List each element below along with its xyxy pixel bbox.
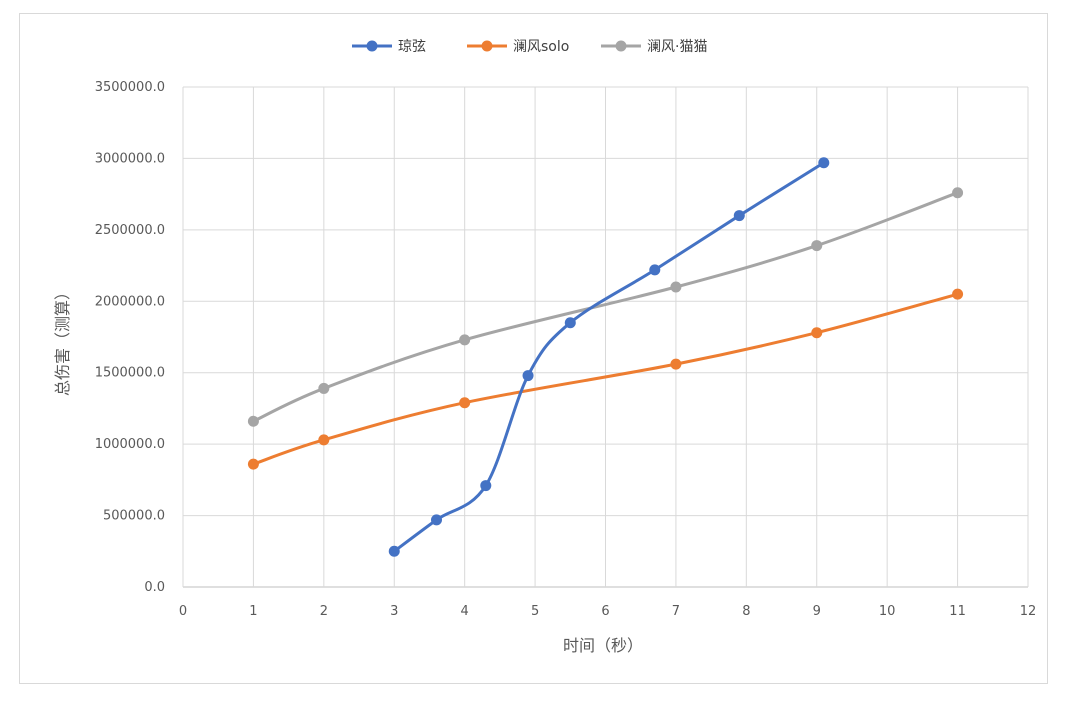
data-point bbox=[480, 480, 492, 492]
data-point bbox=[733, 210, 745, 222]
data-point bbox=[811, 240, 823, 252]
y-tick-label: 3000000.0 bbox=[95, 151, 165, 166]
x-tick-label: 4 bbox=[461, 604, 469, 619]
x-tick-label: 8 bbox=[742, 604, 750, 619]
x-tick-label: 5 bbox=[531, 604, 539, 619]
legend-item: 澜风solo bbox=[467, 39, 569, 55]
data-point bbox=[564, 317, 576, 329]
x-tick-label: 0 bbox=[179, 604, 187, 619]
data-point bbox=[318, 434, 330, 446]
x-tick-label: 2 bbox=[320, 604, 328, 619]
x-tick-label: 12 bbox=[1020, 604, 1037, 619]
data-point bbox=[247, 458, 259, 470]
x-tick-label: 11 bbox=[949, 604, 966, 619]
x-tick-label: 7 bbox=[672, 604, 680, 619]
legend-swatch-marker bbox=[481, 40, 493, 52]
series-line bbox=[393, 161, 825, 553]
data-point bbox=[459, 397, 471, 409]
legend-item: 琼弦 bbox=[352, 39, 426, 55]
y-tick-label: 3500000.0 bbox=[95, 80, 165, 95]
chart-frame bbox=[19, 13, 1048, 684]
data-point bbox=[811, 327, 823, 339]
series-layer bbox=[247, 157, 964, 557]
x-axis-ticks: 0 1 2 3 4 5 6 7 8 9 10 11 12 bbox=[179, 604, 1036, 619]
y-tick-label: 1500000.0 bbox=[95, 366, 165, 381]
y-tick-label: 2500000.0 bbox=[95, 223, 165, 238]
data-point bbox=[818, 157, 830, 169]
data-point bbox=[459, 334, 471, 346]
data-point bbox=[952, 288, 964, 300]
y-tick-label: 0.0 bbox=[144, 580, 165, 595]
data-point bbox=[431, 514, 442, 526]
x-tick-label: 10 bbox=[879, 604, 896, 619]
legend-label: 澜风·猫猫 bbox=[647, 39, 707, 55]
y-tick-label: 2000000.0 bbox=[95, 294, 165, 309]
data-point bbox=[670, 281, 682, 293]
x-tick-label: 6 bbox=[601, 604, 609, 619]
grid bbox=[182, 86, 1029, 588]
x-axis-title: 时间（秒） bbox=[563, 636, 643, 655]
y-tick-label: 500000.0 bbox=[103, 509, 165, 524]
data-point bbox=[952, 187, 964, 199]
data-point bbox=[522, 370, 534, 382]
series-0 bbox=[388, 157, 830, 557]
legend-label: 琼弦 bbox=[398, 39, 426, 55]
x-tick-label: 3 bbox=[390, 604, 398, 619]
x-tick-label: 9 bbox=[813, 604, 821, 619]
x-tick-label: 1 bbox=[249, 604, 257, 619]
data-point bbox=[649, 264, 661, 276]
legend-item: 澜风·猫猫 bbox=[601, 39, 707, 55]
data-point bbox=[247, 415, 259, 427]
y-axis-title: 总伤害（测算） bbox=[53, 284, 72, 396]
data-point bbox=[388, 545, 400, 557]
y-axis-ticks: 0.0 500000.0 1000000.0 1500000.0 2000000.0 25… bbox=[95, 80, 165, 595]
data-point bbox=[318, 382, 330, 394]
legend: 琼弦 澜风solo 澜风·猫猫 bbox=[352, 39, 707, 55]
series-1 bbox=[247, 288, 964, 470]
data-point bbox=[670, 358, 682, 370]
legend-swatch-marker bbox=[615, 40, 627, 52]
legend-swatch-marker bbox=[366, 40, 378, 52]
y-tick-label: 1000000.0 bbox=[95, 437, 165, 452]
series-2 bbox=[247, 187, 964, 427]
legend-label: 澜风solo bbox=[513, 39, 569, 55]
